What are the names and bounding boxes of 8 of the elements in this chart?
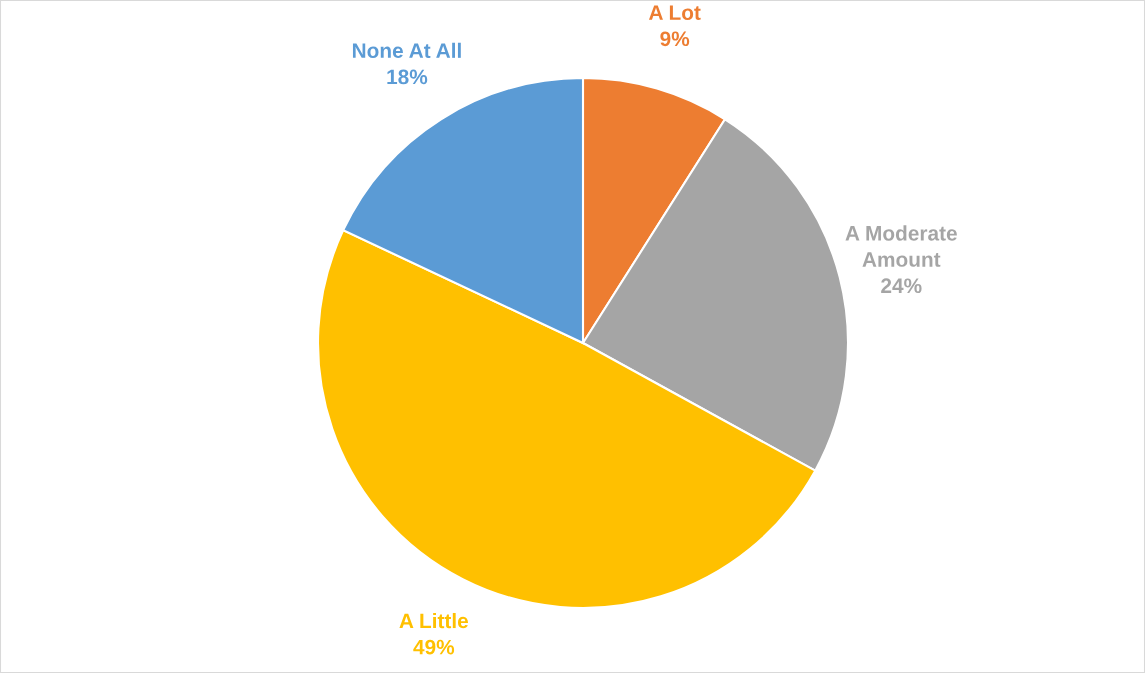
- data-label: 9%: [660, 31, 690, 47]
- slice-label: A Little: [399, 612, 469, 629]
- data-label: 24%: [881, 278, 922, 294]
- slice-label: A Moderate Amount: [845, 225, 957, 267]
- slice-label: A Lot: [648, 5, 701, 20]
- slice-label: None At All: [352, 42, 461, 59]
- data-label: 18%: [387, 69, 428, 85]
- data-label: 49%: [413, 639, 455, 655]
